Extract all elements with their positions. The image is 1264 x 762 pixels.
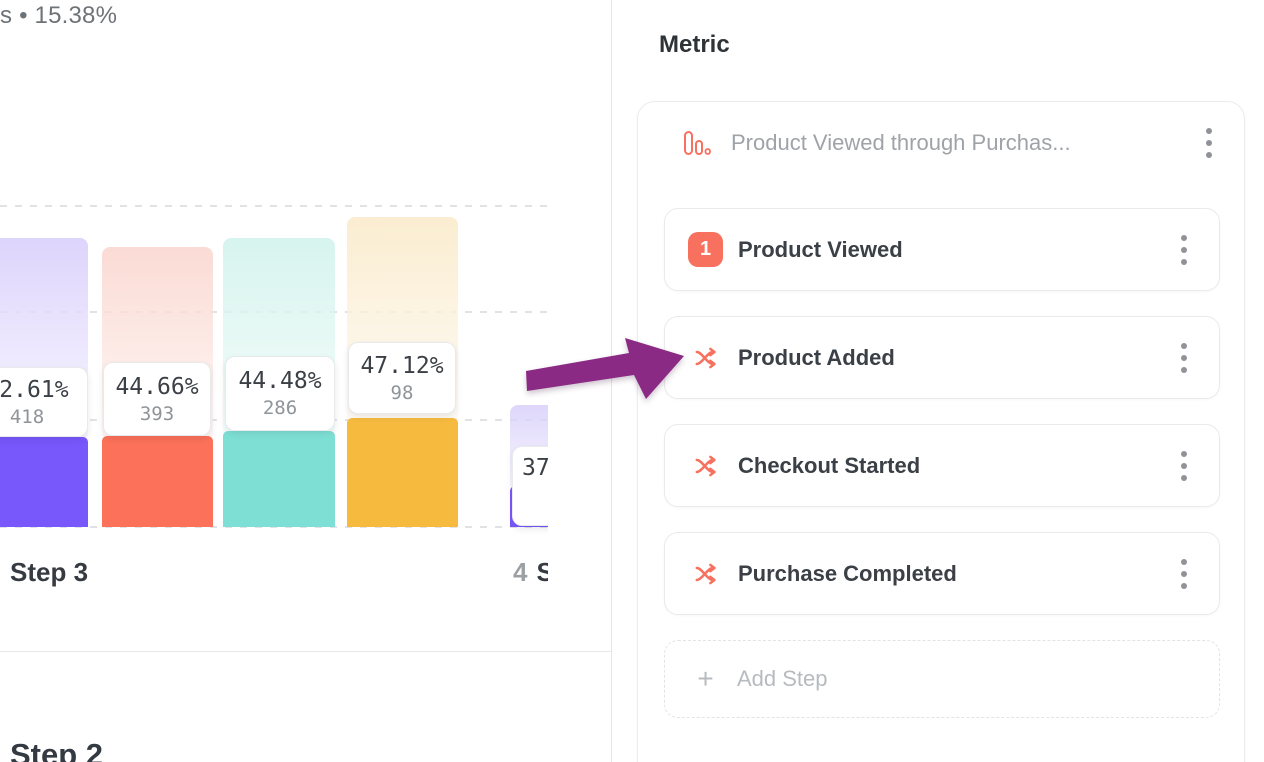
kebab-menu-icon[interactable] bbox=[1179, 557, 1189, 591]
plus-icon: + bbox=[697, 663, 714, 694]
section-title-step-2: Step 2 bbox=[10, 737, 104, 762]
step-number: 4 bbox=[513, 557, 528, 587]
conversion-pct: 44.66% bbox=[115, 373, 199, 400]
funnel-bar-converted-2[interactable] bbox=[102, 436, 213, 527]
funnel-chart: s • 15.38% 42.61% 418 44.66% 393 44.48% … bbox=[0, 0, 548, 652]
kebab-menu-icon[interactable] bbox=[1204, 126, 1214, 160]
panel-title: Metric bbox=[659, 31, 730, 58]
shuffle-icon bbox=[695, 455, 716, 476]
funnel-step-row-checkout-started[interactable]: Checkout Started bbox=[664, 424, 1220, 507]
shuffle-icon bbox=[695, 563, 716, 584]
step-number-badge: 1 bbox=[688, 232, 723, 267]
metric-card: Product Viewed through Purchas... 1 Prod… bbox=[637, 101, 1245, 762]
conversion-count: 286 bbox=[262, 397, 298, 419]
step-label: Product Viewed bbox=[738, 236, 903, 262]
bar-value-label: 42.61% 418 bbox=[0, 367, 88, 437]
metric-name: Product Viewed through Purchas... bbox=[731, 130, 1071, 155]
step-label: Purchase Completed bbox=[738, 560, 957, 586]
step-label: Product Added bbox=[738, 344, 895, 370]
section-divider bbox=[0, 651, 612, 652]
funnel-step-row-product-viewed[interactable]: 1 Product Viewed bbox=[664, 208, 1220, 291]
conversion-count: 98 bbox=[390, 381, 414, 404]
funnel-chart-icon bbox=[684, 131, 711, 155]
conversion-count: 393 bbox=[139, 402, 175, 425]
funnel-step-row-purchase-completed[interactable]: Purchase Completed bbox=[664, 532, 1220, 615]
bar-value-label: 47.12% 98 bbox=[348, 342, 456, 414]
x-axis-label-step-3: Step 3 bbox=[10, 557, 89, 587]
conversion-pct: 44.48% bbox=[238, 368, 322, 394]
gridline bbox=[0, 205, 548, 207]
bar-value-label-clipped: 37 bbox=[512, 446, 548, 526]
add-step-label: Add Step bbox=[737, 666, 828, 691]
conversion-pct: 42.61% bbox=[0, 376, 69, 403]
metric-card-header[interactable]: Product Viewed through Purchas... bbox=[638, 102, 1244, 184]
funnel-bar-converted-3[interactable] bbox=[223, 431, 335, 527]
bar-value-label: 44.48% 286 bbox=[225, 356, 335, 431]
conversion-count: 418 bbox=[9, 405, 45, 428]
conversion-pct: 47.12% bbox=[360, 352, 444, 379]
kebab-menu-icon[interactable] bbox=[1179, 233, 1189, 267]
metric-panel: Metric Product Viewed through Purchas...… bbox=[612, 0, 1264, 762]
funnel-bar-converted-4[interactable] bbox=[347, 418, 458, 527]
funnel-summary-fragment: s • 15.38% bbox=[0, 2, 118, 29]
kebab-menu-icon[interactable] bbox=[1179, 449, 1189, 483]
conversion-pct: 37 bbox=[522, 455, 548, 481]
gridline-baseline bbox=[0, 526, 548, 528]
bar-value-label: 44.66% 393 bbox=[103, 362, 211, 436]
step-label: Checkout Started bbox=[738, 452, 921, 478]
funnel-step-row-product-added[interactable]: Product Added bbox=[664, 316, 1220, 399]
shuffle-icon bbox=[695, 347, 716, 368]
funnel-bar-converted-1[interactable] bbox=[0, 437, 88, 527]
add-step-button[interactable]: + Add Step bbox=[664, 640, 1220, 718]
kebab-menu-icon[interactable] bbox=[1179, 341, 1189, 375]
